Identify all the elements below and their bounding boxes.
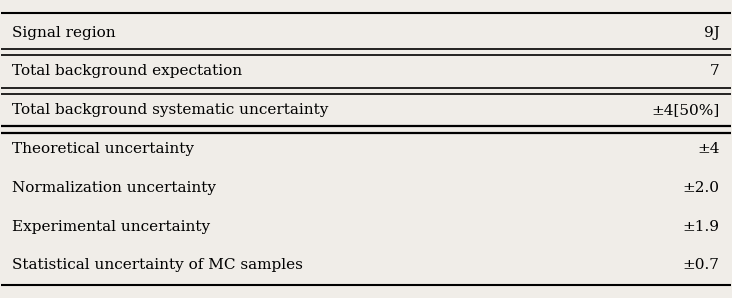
Text: 9J: 9J [703,26,720,40]
Text: Signal region: Signal region [12,26,116,40]
Text: ±0.7: ±0.7 [683,258,720,272]
Text: ±4[50%]: ±4[50%] [651,103,720,117]
Text: Statistical uncertainty of MC samples: Statistical uncertainty of MC samples [12,258,303,272]
Text: Total background expectation: Total background expectation [12,64,242,78]
Text: Experimental uncertainty: Experimental uncertainty [12,220,211,234]
Text: ±4: ±4 [697,142,720,156]
Text: ±1.9: ±1.9 [683,220,720,234]
Text: Normalization uncertainty: Normalization uncertainty [12,181,217,195]
Text: Theoretical uncertainty: Theoretical uncertainty [12,142,194,156]
Text: 7: 7 [710,64,720,78]
Text: ±2.0: ±2.0 [683,181,720,195]
Text: Total background systematic uncertainty: Total background systematic uncertainty [12,103,329,117]
